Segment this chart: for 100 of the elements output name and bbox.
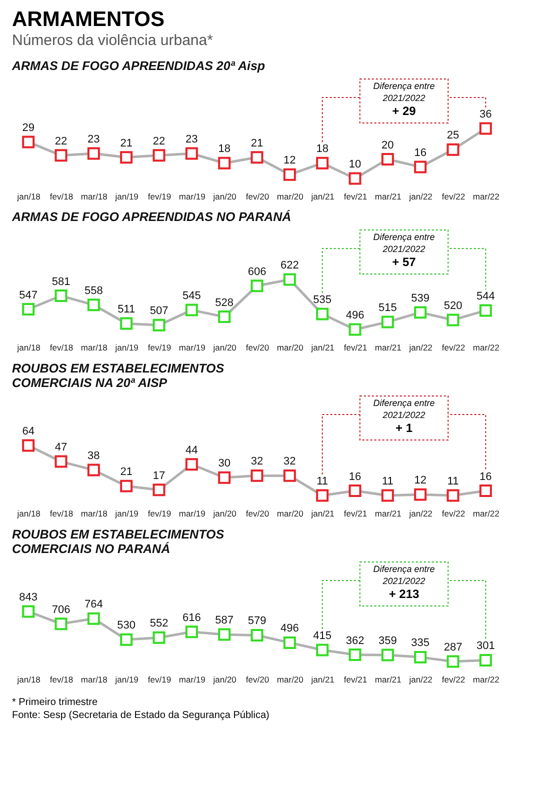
data-label: 20 <box>382 139 394 152</box>
point <box>446 489 460 502</box>
x-tick-label: fev/20 <box>246 192 270 202</box>
point <box>283 273 296 286</box>
point <box>381 489 394 502</box>
data-label: 301 <box>476 640 495 652</box>
x-tick-label: mar/18 <box>80 674 108 684</box>
point <box>414 650 427 664</box>
x-tick-label: mar/18 <box>80 342 108 352</box>
x-tick-label: fev/22 <box>442 508 466 518</box>
data-label: 12 <box>284 154 296 167</box>
point <box>152 318 166 332</box>
point <box>218 471 231 484</box>
point <box>152 484 166 496</box>
x-tick-label: jan/22 <box>408 508 433 518</box>
data-label: 25 <box>446 130 460 142</box>
bracket: + 29 <box>392 104 416 118</box>
point <box>87 464 100 476</box>
data-label: 17 <box>152 470 166 482</box>
data-label: 11 <box>447 476 459 488</box>
data-label: 528 <box>215 296 234 309</box>
data-label: 496 <box>346 310 364 322</box>
point <box>348 648 362 661</box>
x-tick-label: fev/18 <box>50 192 74 202</box>
data-label: 64 <box>22 426 34 438</box>
x-tick-label: jan/19 <box>114 342 139 352</box>
data-label: 520 <box>444 300 462 312</box>
point <box>414 160 427 174</box>
x-tick-label: mar/20 <box>276 342 304 352</box>
point <box>250 151 264 164</box>
point <box>381 316 394 328</box>
point <box>120 317 133 330</box>
data-label: 30 <box>218 458 230 470</box>
data-label: 544 <box>476 290 495 302</box>
x-tick-label: jan/20 <box>212 674 237 684</box>
point <box>54 290 68 302</box>
x-tick-label: mar/19 <box>178 342 206 352</box>
data-label: 764 <box>84 598 103 611</box>
point <box>120 633 133 646</box>
bracket: Diferença entre <box>373 81 435 91</box>
x-tick-label: mar/21 <box>374 342 402 352</box>
x-tick-label: fev/22 <box>442 342 466 352</box>
data-label: 547 <box>19 289 38 302</box>
x-tick-label: fev/21 <box>344 674 368 684</box>
x-tick-label: jan/22 <box>408 342 433 352</box>
data-label: 507 <box>150 305 168 318</box>
x-tick-label: jan/22 <box>408 674 433 684</box>
x-tick-label: mar/18 <box>80 192 108 202</box>
point <box>120 151 133 164</box>
text: * Primeiro trimestre <box>12 697 98 708</box>
x-tick-label: jan/21 <box>310 192 335 202</box>
chart-title: ROUBOS EM ESTABELECIMENTOS COMERCIAIS NO PARANÁ <box>12 528 225 556</box>
data-label: 47 <box>54 442 68 454</box>
x-tick-label: fev/22 <box>442 674 466 684</box>
data-label: 18 <box>316 143 328 156</box>
data-label: 18 <box>218 143 230 156</box>
x-tick-label: mar/22 <box>472 508 500 518</box>
data-label: 32 <box>250 456 264 468</box>
data-label: 616 <box>182 612 201 624</box>
x-tick-label: mar/20 <box>276 674 304 684</box>
x-tick-label: fev/19 <box>148 674 172 684</box>
point <box>479 304 492 317</box>
point <box>152 631 166 644</box>
data-label: 496 <box>280 622 299 635</box>
bracket: Diferença entre <box>373 398 435 408</box>
chart-title: ARMAS DE FOGO APREENDIDAS NO PARANÁ <box>11 209 292 224</box>
point <box>479 122 492 135</box>
data-label: 44 <box>186 444 198 456</box>
data-label: 359 <box>378 635 397 648</box>
point <box>54 149 68 162</box>
point <box>479 654 492 666</box>
point <box>87 298 100 312</box>
point <box>87 612 100 625</box>
data-label: 552 <box>150 618 168 630</box>
data-label: 581 <box>52 276 70 288</box>
x-tick-label: jan/20 <box>212 342 237 352</box>
point <box>250 280 264 292</box>
x-tick-label: mar/19 <box>178 508 206 518</box>
x-tick-label: fev/18 <box>50 508 74 518</box>
data-label: 12 <box>414 474 426 487</box>
point <box>414 306 427 319</box>
x-tick-label: mar/19 <box>178 192 206 202</box>
data-label: 23 <box>88 134 100 146</box>
data-label: 539 <box>411 292 430 304</box>
x-tick-label: mar/22 <box>472 192 500 202</box>
x-tick-label: jan/20 <box>212 192 237 202</box>
point <box>120 480 133 492</box>
x-tick-label: fev/21 <box>344 192 368 202</box>
x-tick-label: mar/18 <box>80 508 108 518</box>
bracket: + 57 <box>392 255 416 269</box>
x-tick-label: jan/18 <box>16 508 41 518</box>
bracket: Diferença entre <box>373 232 435 242</box>
point <box>348 172 362 185</box>
x-tick-label: jan/21 <box>310 508 335 518</box>
point <box>348 323 362 336</box>
point <box>185 304 198 316</box>
x-tick-label: jan/21 <box>310 674 335 684</box>
chart-title: ARMAS DE FOGO APREENDIDAS 20ª Aisp <box>11 59 266 73</box>
source-note: Fonte: Sesp (Secretaria de Estado da Segurança Pública) <box>12 710 270 721</box>
data-label: 16 <box>414 146 426 159</box>
